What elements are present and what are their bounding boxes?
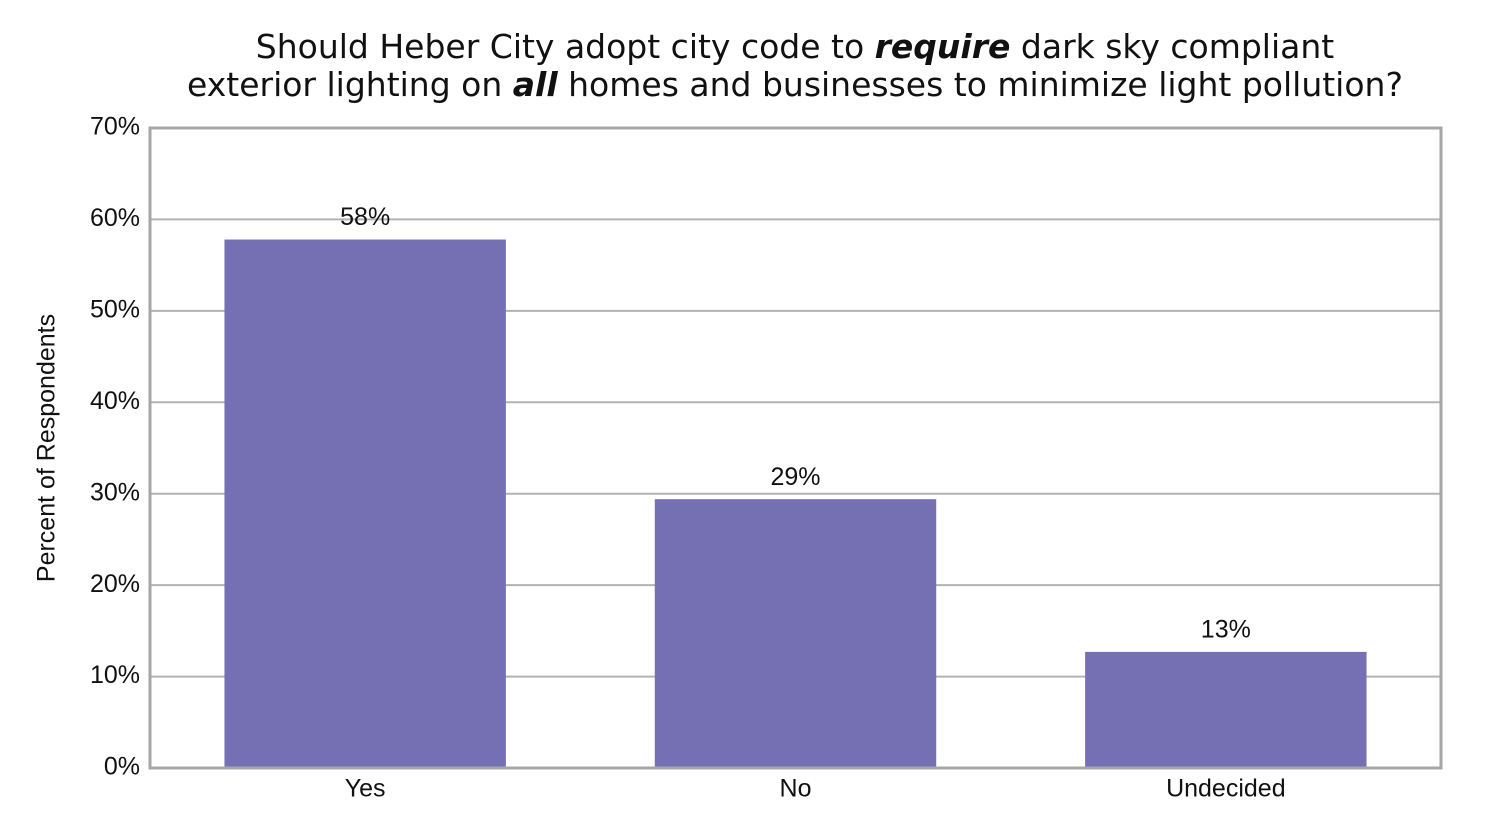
y-tick-label: 0% bbox=[104, 753, 140, 781]
y-axis-label: Percent of Respondents bbox=[33, 314, 61, 582]
title-run: dark sky compliant bbox=[1010, 27, 1334, 66]
y-tick-label: 10% bbox=[90, 661, 140, 689]
y-tick-label: 70% bbox=[90, 113, 140, 141]
bar bbox=[224, 239, 506, 769]
value-label: 58% bbox=[340, 203, 390, 231]
bar bbox=[654, 499, 937, 768]
x-tick-label: No bbox=[780, 775, 812, 803]
y-tick-label: 20% bbox=[90, 570, 140, 598]
value-label: 13% bbox=[1201, 615, 1251, 643]
title-run: all bbox=[513, 65, 559, 104]
title-run: homes and businesses to minimize light p… bbox=[558, 65, 1403, 104]
x-tick-label: Undecided bbox=[1166, 775, 1286, 803]
y-tick-label: 30% bbox=[90, 478, 140, 506]
chart-title: exterior lighting on all homes and busin… bbox=[187, 65, 1403, 104]
y-tick-label: 40% bbox=[90, 387, 140, 415]
title-run: exterior lighting on bbox=[187, 65, 513, 104]
bar bbox=[1085, 651, 1367, 768]
value-label: 29% bbox=[770, 463, 820, 491]
title-run: Should Heber City adopt city code to bbox=[256, 27, 875, 66]
title-run: require bbox=[875, 27, 1011, 66]
x-tick-label: Yes bbox=[345, 775, 386, 803]
y-tick-label: 50% bbox=[90, 295, 140, 323]
y-tick-label: 60% bbox=[90, 204, 140, 232]
chart-title: Should Heber City adopt city code to req… bbox=[256, 27, 1334, 66]
plot-frame bbox=[148, 126, 1443, 770]
